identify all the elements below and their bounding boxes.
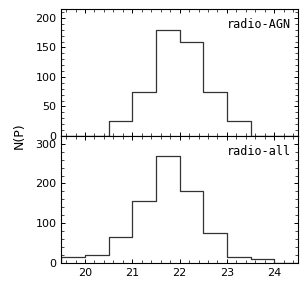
Text: radio-all: radio-all [227, 145, 291, 158]
Text: N(P): N(P) [12, 123, 25, 149]
Text: radio-AGN: radio-AGN [227, 18, 291, 31]
